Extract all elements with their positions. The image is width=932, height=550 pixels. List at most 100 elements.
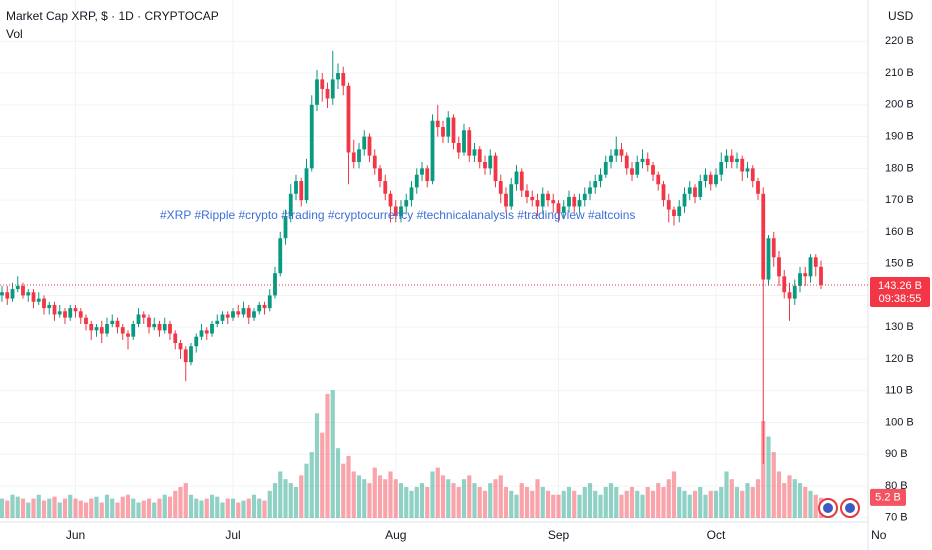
candle-body [304, 168, 309, 201]
x-tick-label: No [871, 528, 887, 542]
volume-bar [141, 500, 146, 518]
candle-body [31, 292, 36, 302]
volume-bar [288, 483, 293, 518]
volume-bar [178, 486, 183, 518]
candle-body [388, 193, 393, 207]
volume-bar [561, 490, 566, 518]
candle-body [761, 193, 766, 280]
volume-bar [750, 486, 755, 518]
volume-bar [251, 494, 257, 518]
volume-bar [808, 490, 813, 518]
candle-body [798, 273, 802, 286]
candle-body [472, 149, 477, 156]
volume-bar [68, 494, 73, 518]
volume-bar [5, 500, 10, 518]
volume-bar [771, 452, 776, 518]
volume-bar [477, 486, 482, 518]
volume-bar [719, 486, 724, 518]
volume-bar [745, 483, 750, 518]
volume-bar [346, 455, 351, 518]
candle-body [777, 257, 781, 277]
candle-body [189, 346, 193, 363]
candle-body [178, 343, 183, 350]
volume-pane [0, 390, 824, 518]
candle-body [173, 333, 178, 344]
candle-body [257, 304, 262, 312]
candle-body [273, 273, 277, 296]
candle-body [252, 311, 256, 318]
candle-body [299, 181, 304, 201]
volume-bar [640, 494, 645, 518]
volume-bar [813, 494, 818, 518]
volume-bar [556, 494, 561, 518]
volume-bar [797, 483, 803, 518]
candle-body [603, 162, 608, 175]
volume-bar [131, 498, 136, 518]
volume-bar [299, 475, 304, 518]
volume-bar [787, 475, 792, 518]
volume-bar [540, 486, 545, 518]
annotation: #XRP #Ripple #crypto #trading #cryptocur… [160, 208, 635, 222]
candle-body [126, 333, 130, 337]
candle-body [703, 174, 708, 182]
volume-bar [57, 502, 62, 518]
candle-body [519, 171, 524, 191]
volume-bar [503, 486, 509, 518]
volume-bar [257, 498, 262, 518]
candle-body [430, 120, 435, 182]
x-tick-label: Oct [707, 528, 726, 542]
candle-body [630, 168, 634, 175]
volume-bar [351, 471, 356, 518]
volume-bar [708, 490, 713, 518]
candle-body [640, 158, 645, 162]
candle-body [420, 168, 424, 175]
volume-bar [619, 494, 624, 518]
candle-body [115, 320, 120, 328]
volume-bar [761, 421, 766, 518]
candle-body [231, 311, 235, 318]
volume-bar [62, 498, 68, 518]
volume-bar [47, 498, 52, 518]
volume-bar [125, 494, 131, 518]
volume-bar [582, 486, 587, 518]
volume-bar [461, 479, 467, 518]
volume-bar [236, 502, 241, 518]
volume-bar [215, 496, 220, 518]
candle-body [488, 155, 493, 169]
candle-body [687, 187, 692, 194]
volume-bar [220, 502, 225, 518]
candle-body [409, 187, 414, 201]
candle-body [267, 295, 272, 309]
candle-body [341, 73, 346, 86]
candle-body [57, 311, 62, 315]
volume-bar [666, 479, 671, 518]
candle-body [294, 181, 298, 194]
volume-bar [173, 490, 178, 518]
volume-bar [519, 483, 524, 518]
candle-body [719, 162, 724, 175]
candle-body [152, 324, 157, 328]
candle-body [351, 152, 356, 162]
candle-body [619, 149, 624, 156]
candle-body [477, 149, 482, 162]
candle-body [577, 200, 582, 207]
candle-body [677, 206, 682, 216]
x-tick-label: Aug [385, 528, 406, 542]
volume-bar [677, 486, 682, 518]
candle-body [514, 171, 519, 185]
y-tick-label: 180 B [885, 162, 914, 174]
candle-body [73, 308, 78, 312]
y-tick-label: 200 B [885, 99, 914, 111]
candle-body [614, 149, 619, 156]
volume-bar [740, 490, 745, 518]
flag-icons [818, 498, 860, 518]
volume-bar [146, 498, 152, 518]
candle-body [215, 320, 220, 324]
volume-bar [671, 471, 677, 518]
flag-icon-inner [823, 503, 833, 513]
volume-bar [120, 496, 125, 518]
volume-bar [682, 490, 687, 518]
candle-body [435, 120, 440, 128]
volume-bar [31, 498, 36, 518]
